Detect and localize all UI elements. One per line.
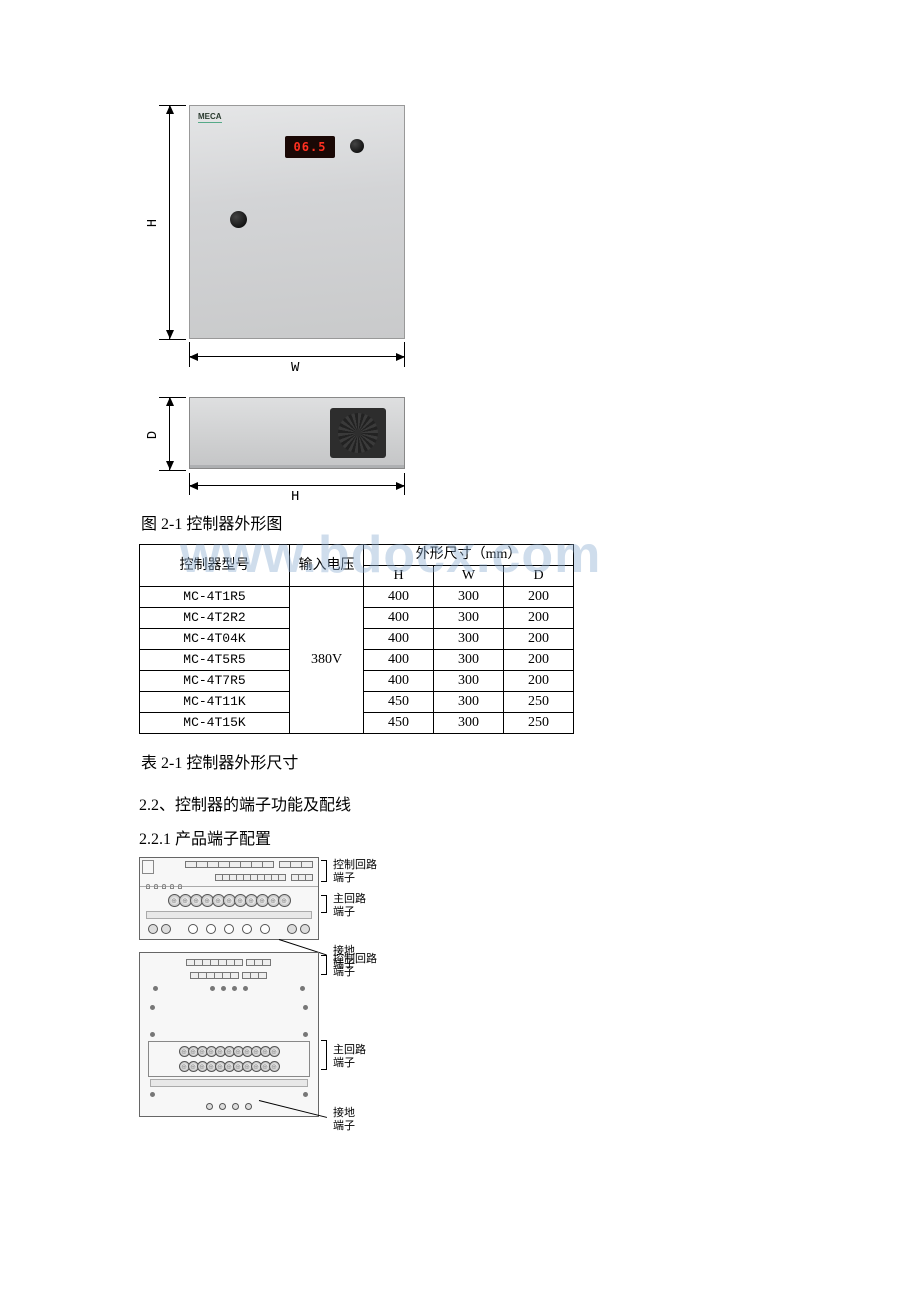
cell-H: 400: [364, 629, 434, 650]
th-dim-group: 外形尺寸（mm）: [364, 545, 574, 566]
cell-model: MC-4T7R5: [140, 671, 290, 692]
table-row: MC-4T1R5380V400300200: [140, 587, 574, 608]
dim-H-label: H: [145, 219, 161, 227]
cell-model: MC-4T15K: [140, 713, 290, 734]
cell-H: 400: [364, 608, 434, 629]
cell-D: 200: [504, 650, 574, 671]
cell-W: 300: [434, 671, 504, 692]
cell-D: 250: [504, 713, 574, 734]
knob-mid: [230, 211, 247, 228]
side-base: [189, 465, 405, 469]
dim-W-arrow: [189, 356, 405, 357]
controller-front-view: MECA 06.5 H W: [149, 100, 409, 365]
side-panel: [189, 397, 405, 467]
figure-caption: 图 2-1 控制器外形图: [141, 510, 779, 534]
section-2-2-1: 2.2.1 产品端子配置: [139, 825, 779, 849]
cell-W: 300: [434, 629, 504, 650]
cell-model: MC-4T2R2: [140, 608, 290, 629]
front-panel: MECA 06.5: [189, 105, 405, 339]
cell-H: 450: [364, 692, 434, 713]
cell-H: 450: [364, 713, 434, 734]
cell-H: 400: [364, 587, 434, 608]
dim-D-label: D: [145, 431, 161, 439]
cell-D: 200: [504, 608, 574, 629]
dim-W-label: W: [291, 360, 299, 376]
anno-control-2: 控制回路端子: [333, 953, 377, 979]
anno-main-1: 主回路端子: [333, 893, 366, 919]
cell-D: 250: [504, 692, 574, 713]
cell-W: 300: [434, 608, 504, 629]
section-2-2: 2.2、控制器的端子功能及配线: [139, 791, 779, 815]
cell-model: MC-4T5R5: [140, 650, 290, 671]
cell-H: 400: [364, 671, 434, 692]
cell-D: 200: [504, 629, 574, 650]
document-page: MECA 06.5 H W D H 图 2-1 控制器外形图: [139, 100, 779, 1121]
cell-D: 200: [504, 587, 574, 608]
terminal-diagram-2: ⊕⊕⊕⊕⊕⊕⊕⊕⊕⊕⊕ ⊕⊕⊕⊕⊕⊕⊕⊕⊕⊕⊕ 控制回路端子 主回路端子 接地端…: [139, 952, 399, 1117]
dim-H-arrow: [169, 105, 170, 339]
th-model: 控制器型号: [140, 545, 290, 587]
anno-control-1: 控制回路端子: [333, 859, 377, 885]
cell-voltage: 380V: [290, 587, 364, 734]
dim-D-arrow: [169, 397, 170, 470]
th-voltage: 输入电压: [290, 545, 364, 587]
knob-top: [350, 139, 364, 153]
cell-W: 300: [434, 650, 504, 671]
terminal-unit-1: ⊕⊕⊕⊕⊕⊕⊕⊕⊕⊕⊕: [139, 857, 319, 940]
digital-display: 06.5: [285, 136, 335, 158]
th-H: H: [364, 566, 434, 587]
cell-W: 300: [434, 692, 504, 713]
cell-model: MC-4T04K: [140, 629, 290, 650]
dim-H2-label: H: [291, 489, 299, 505]
cell-model: MC-4T1R5: [140, 587, 290, 608]
cell-W: 300: [434, 713, 504, 734]
terminal-diagram-1: ⊕⊕⊕⊕⊕⊕⊕⊕⊕⊕⊕ 控制回路端子 主回路端子 接地端子: [139, 857, 399, 940]
th-W: W: [434, 566, 504, 587]
cooling-fan: [330, 408, 386, 458]
dim-H2-arrow: [189, 485, 405, 486]
table-header-row: 控制器型号 输入电压 外形尺寸（mm）: [140, 545, 574, 566]
cell-model: MC-4T11K: [140, 692, 290, 713]
cell-D: 200: [504, 671, 574, 692]
table-caption: 表 2-1 控制器外形尺寸: [141, 749, 779, 773]
cell-H: 400: [364, 650, 434, 671]
cell-W: 300: [434, 587, 504, 608]
anno-ground-2: 接地端子: [333, 1107, 355, 1133]
controller-side-view: D H: [149, 385, 409, 495]
th-D: D: [504, 566, 574, 587]
terminal-unit-2: ⊕⊕⊕⊕⊕⊕⊕⊕⊕⊕⊕ ⊕⊕⊕⊕⊕⊕⊕⊕⊕⊕⊕: [139, 952, 319, 1117]
brand-label: MECA: [198, 112, 222, 123]
spec-table: 控制器型号 输入电压 外形尺寸（mm） H W D MC-4T1R5380V40…: [139, 544, 574, 734]
anno-main-2: 主回路端子: [333, 1044, 366, 1070]
